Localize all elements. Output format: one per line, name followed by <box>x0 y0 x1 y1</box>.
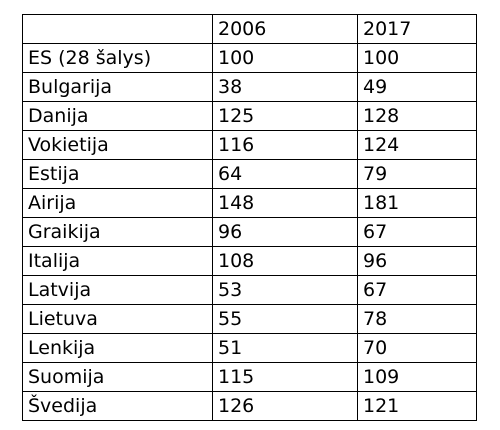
header-cell: 2006 <box>212 14 358 44</box>
value-cell: 38 <box>212 72 358 102</box>
value-cell: 100 <box>357 43 477 73</box>
country-cell: Vokietija <box>22 130 213 160</box>
value-cell: 70 <box>357 333 477 363</box>
table-row: Bulgarija 38 49 <box>22 72 477 102</box>
value-cell: 128 <box>357 101 477 131</box>
value-cell: 79 <box>357 159 477 189</box>
value-cell: 96 <box>212 217 358 247</box>
table-row: Suomija 115 109 <box>22 362 477 392</box>
table-row: Airija 148 181 <box>22 188 477 218</box>
table-row: Italija 108 96 <box>22 246 477 276</box>
value-cell: 115 <box>212 362 358 392</box>
data-table: 2006 2017 ES (28 šalys) 100 100 Bulgarija 38 4… <box>22 14 477 421</box>
table-row: Lenkija 51 70 <box>22 333 477 363</box>
country-cell: Italija <box>22 246 213 276</box>
country-cell: Danija <box>22 101 213 131</box>
table-row: Graikija 96 67 <box>22 217 477 247</box>
value-cell: 121 <box>357 391 477 421</box>
header-cell: 2017 <box>357 14 477 44</box>
table-body: 2006 2017 ES (28 šalys) 100 100 Bulgarija 38 4… <box>22 14 477 421</box>
country-cell: Airija <box>22 188 213 218</box>
country-cell: Suomija <box>22 362 213 392</box>
header-cell <box>22 14 213 44</box>
table-row: Danija 125 128 <box>22 101 477 131</box>
value-cell: 116 <box>212 130 358 160</box>
country-cell: Latvija <box>22 275 213 305</box>
value-cell: 181 <box>357 188 477 218</box>
table-row: Lietuva 55 78 <box>22 304 477 334</box>
value-cell: 67 <box>357 275 477 305</box>
value-cell: 108 <box>212 246 358 276</box>
country-cell: Lietuva <box>22 304 213 334</box>
value-cell: 64 <box>212 159 358 189</box>
value-cell: 78 <box>357 304 477 334</box>
table-row: ES (28 šalys) 100 100 <box>22 43 477 73</box>
value-cell: 67 <box>357 217 477 247</box>
value-cell: 109 <box>357 362 477 392</box>
value-cell: 126 <box>212 391 358 421</box>
value-cell: 55 <box>212 304 358 334</box>
country-cell: Bulgarija <box>22 72 213 102</box>
value-cell: 53 <box>212 275 358 305</box>
value-cell: 49 <box>357 72 477 102</box>
header-row: 2006 2017 <box>22 14 477 44</box>
table-row: Latvija 53 67 <box>22 275 477 305</box>
table-row: Vokietija 116 124 <box>22 130 477 160</box>
country-cell: ES (28 šalys) <box>22 43 213 73</box>
value-cell: 124 <box>357 130 477 160</box>
value-cell: 51 <box>212 333 358 363</box>
value-cell: 125 <box>212 101 358 131</box>
country-cell: Estija <box>22 159 213 189</box>
value-cell: 96 <box>357 246 477 276</box>
country-cell: Graikija <box>22 217 213 247</box>
table-row: Švedija 126 121 <box>22 391 477 421</box>
table-row: Estija 64 79 <box>22 159 477 189</box>
country-cell: Švedija <box>22 391 213 421</box>
value-cell: 100 <box>212 43 358 73</box>
country-cell: Lenkija <box>22 333 213 363</box>
value-cell: 148 <box>212 188 358 218</box>
